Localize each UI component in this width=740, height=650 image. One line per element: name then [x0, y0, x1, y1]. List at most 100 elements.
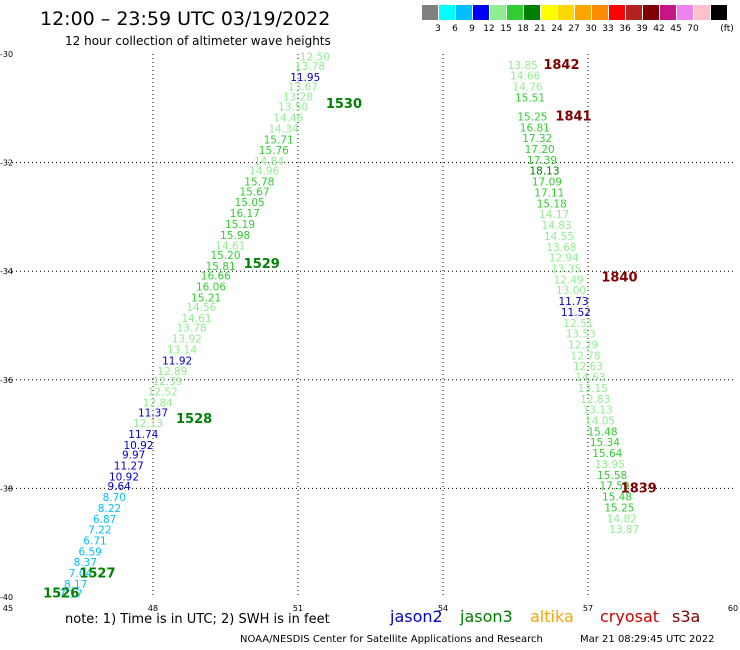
pass-time-label: 1841 — [555, 109, 591, 124]
swh-value: 13.15 — [578, 383, 608, 395]
swh-value: 15.19 — [225, 219, 255, 231]
swh-value: 14.05 — [585, 416, 615, 428]
swh-value: 14.17 — [539, 209, 569, 221]
y-tick-label: -38 — [0, 484, 13, 493]
legend-swatch — [660, 5, 676, 20]
y-tick-label: -36 — [0, 376, 13, 385]
legend-label: 39 — [636, 24, 648, 34]
swh-value: 8.22 — [98, 503, 121, 515]
swh-value: 18.13 — [529, 166, 559, 178]
swh-value: 16.81 — [520, 122, 550, 134]
swh-value: 17.32 — [522, 133, 552, 145]
y-tick-label: -30 — [0, 50, 13, 59]
swh-value: 11.92 — [162, 355, 192, 367]
legend-label: 9 — [469, 24, 475, 34]
swh-value: 13.00 — [556, 285, 586, 297]
x-tick-label: 57 — [583, 604, 593, 613]
swh-value: 14.63 — [575, 372, 605, 384]
swh-value: 14.61 — [181, 313, 211, 325]
satellite-jason3: jason3 — [460, 607, 513, 626]
legend-swatch — [473, 5, 489, 20]
swh-value: 13.28 — [283, 91, 313, 103]
swh-value: 8.17 — [64, 579, 87, 591]
swh-value: 12.50 — [300, 52, 330, 64]
swh-value: 13.92 — [172, 334, 202, 346]
satellite-altika: altika — [530, 607, 574, 626]
legend-label: 18 — [517, 24, 529, 34]
swh-value: 16.66 — [201, 271, 231, 283]
swh-value: 15.48 — [587, 426, 617, 438]
swh-value: 15.67 — [239, 186, 269, 198]
swh-value: 14.66 — [510, 71, 540, 83]
swh-value: 17.59 — [600, 481, 630, 493]
swh-value: 13.87 — [609, 524, 639, 536]
pass-time-label: 1842 — [543, 58, 579, 73]
swh-value: 12.39 — [152, 376, 182, 388]
swh-value: 13.53 — [566, 329, 596, 341]
swh-value: 14.82 — [607, 513, 637, 525]
swh-value: 14.55 — [544, 231, 574, 243]
legend-swatch — [609, 5, 625, 20]
swh-value: 11.52 — [561, 307, 591, 319]
swh-value: 12.52 — [148, 387, 178, 399]
swh-value: 7.04 — [69, 568, 93, 580]
swh-value: 15.71 — [264, 134, 294, 146]
swh-value: 15.64 — [592, 448, 622, 460]
satellite-s3a: s3a — [672, 607, 701, 626]
legend-label: 24 — [551, 24, 563, 34]
legend-label: 3 — [435, 24, 441, 34]
swh-value: 6.71 — [83, 536, 106, 548]
pass-time-label: 1530 — [326, 97, 362, 112]
legend-label: 36 — [619, 24, 631, 34]
swh-value: 14.56 — [186, 302, 216, 314]
swh-value: 12.89 — [157, 366, 187, 378]
legend-label: 30 — [585, 24, 597, 34]
swh-value: 15.48 — [602, 492, 632, 504]
swh-value: 13.78 — [177, 323, 207, 335]
legend-label: 21 — [534, 24, 546, 34]
legend-swatch — [592, 5, 608, 20]
legend-swatch — [456, 5, 472, 20]
swh-value: 11.74 — [128, 429, 158, 441]
swh-value: 15.25 — [604, 502, 634, 514]
swh-value: 10.92 — [123, 440, 153, 452]
legend-swatch — [507, 5, 523, 20]
y-tick-label: -32 — [0, 159, 13, 168]
swh-value: 13.85 — [508, 60, 538, 72]
swh-value: 15.18 — [537, 198, 567, 210]
swh-value: 15.76 — [259, 145, 289, 157]
satellite-jason2: jason2 — [390, 607, 443, 626]
legend-swatch — [422, 5, 438, 20]
y-tick-label: -34 — [0, 267, 13, 276]
swh-value: 15.78 — [244, 177, 274, 189]
x-tick-label: 51 — [293, 604, 303, 613]
pass-time-label: 1527 — [79, 567, 115, 582]
swh-value: 13.14 — [167, 344, 197, 356]
swh-value: 12.49 — [554, 274, 584, 286]
swh-value: 15.25 — [517, 111, 547, 123]
footer-credit: NOAA/NESDIS Center for Satellite Applica… — [240, 634, 543, 645]
swh-value: 15.21 — [191, 292, 221, 304]
swh-value: 11.27 — [114, 461, 144, 473]
legend-swatch — [524, 5, 540, 20]
legend-label: 33 — [602, 24, 614, 34]
swh-value: 13.95 — [595, 459, 625, 471]
legend-swatch — [439, 5, 455, 20]
y-tick-label: -40 — [0, 593, 13, 602]
swh-value: 8.37 — [74, 557, 97, 569]
x-tick-label: 48 — [148, 604, 158, 613]
swh-value: 7.22 — [88, 525, 111, 537]
swh-value: 17.39 — [527, 155, 557, 167]
swh-value: 11.73 — [558, 296, 588, 308]
chart-subtitle: 12 hour collection of altimeter wave hei… — [65, 34, 331, 48]
legend-swatch — [575, 5, 591, 20]
swh-value: 17.20 — [525, 144, 555, 156]
x-tick-label: 45 — [3, 604, 13, 613]
pass-time-label: 1529 — [244, 257, 280, 272]
swh-value: 6.87 — [93, 514, 116, 526]
legend-swatch — [490, 5, 506, 20]
swh-value: 12.94 — [549, 253, 579, 265]
swh-value: 13.78 — [295, 61, 325, 73]
swh-value: 15.81 — [206, 261, 236, 273]
legend-swatch — [558, 5, 574, 20]
